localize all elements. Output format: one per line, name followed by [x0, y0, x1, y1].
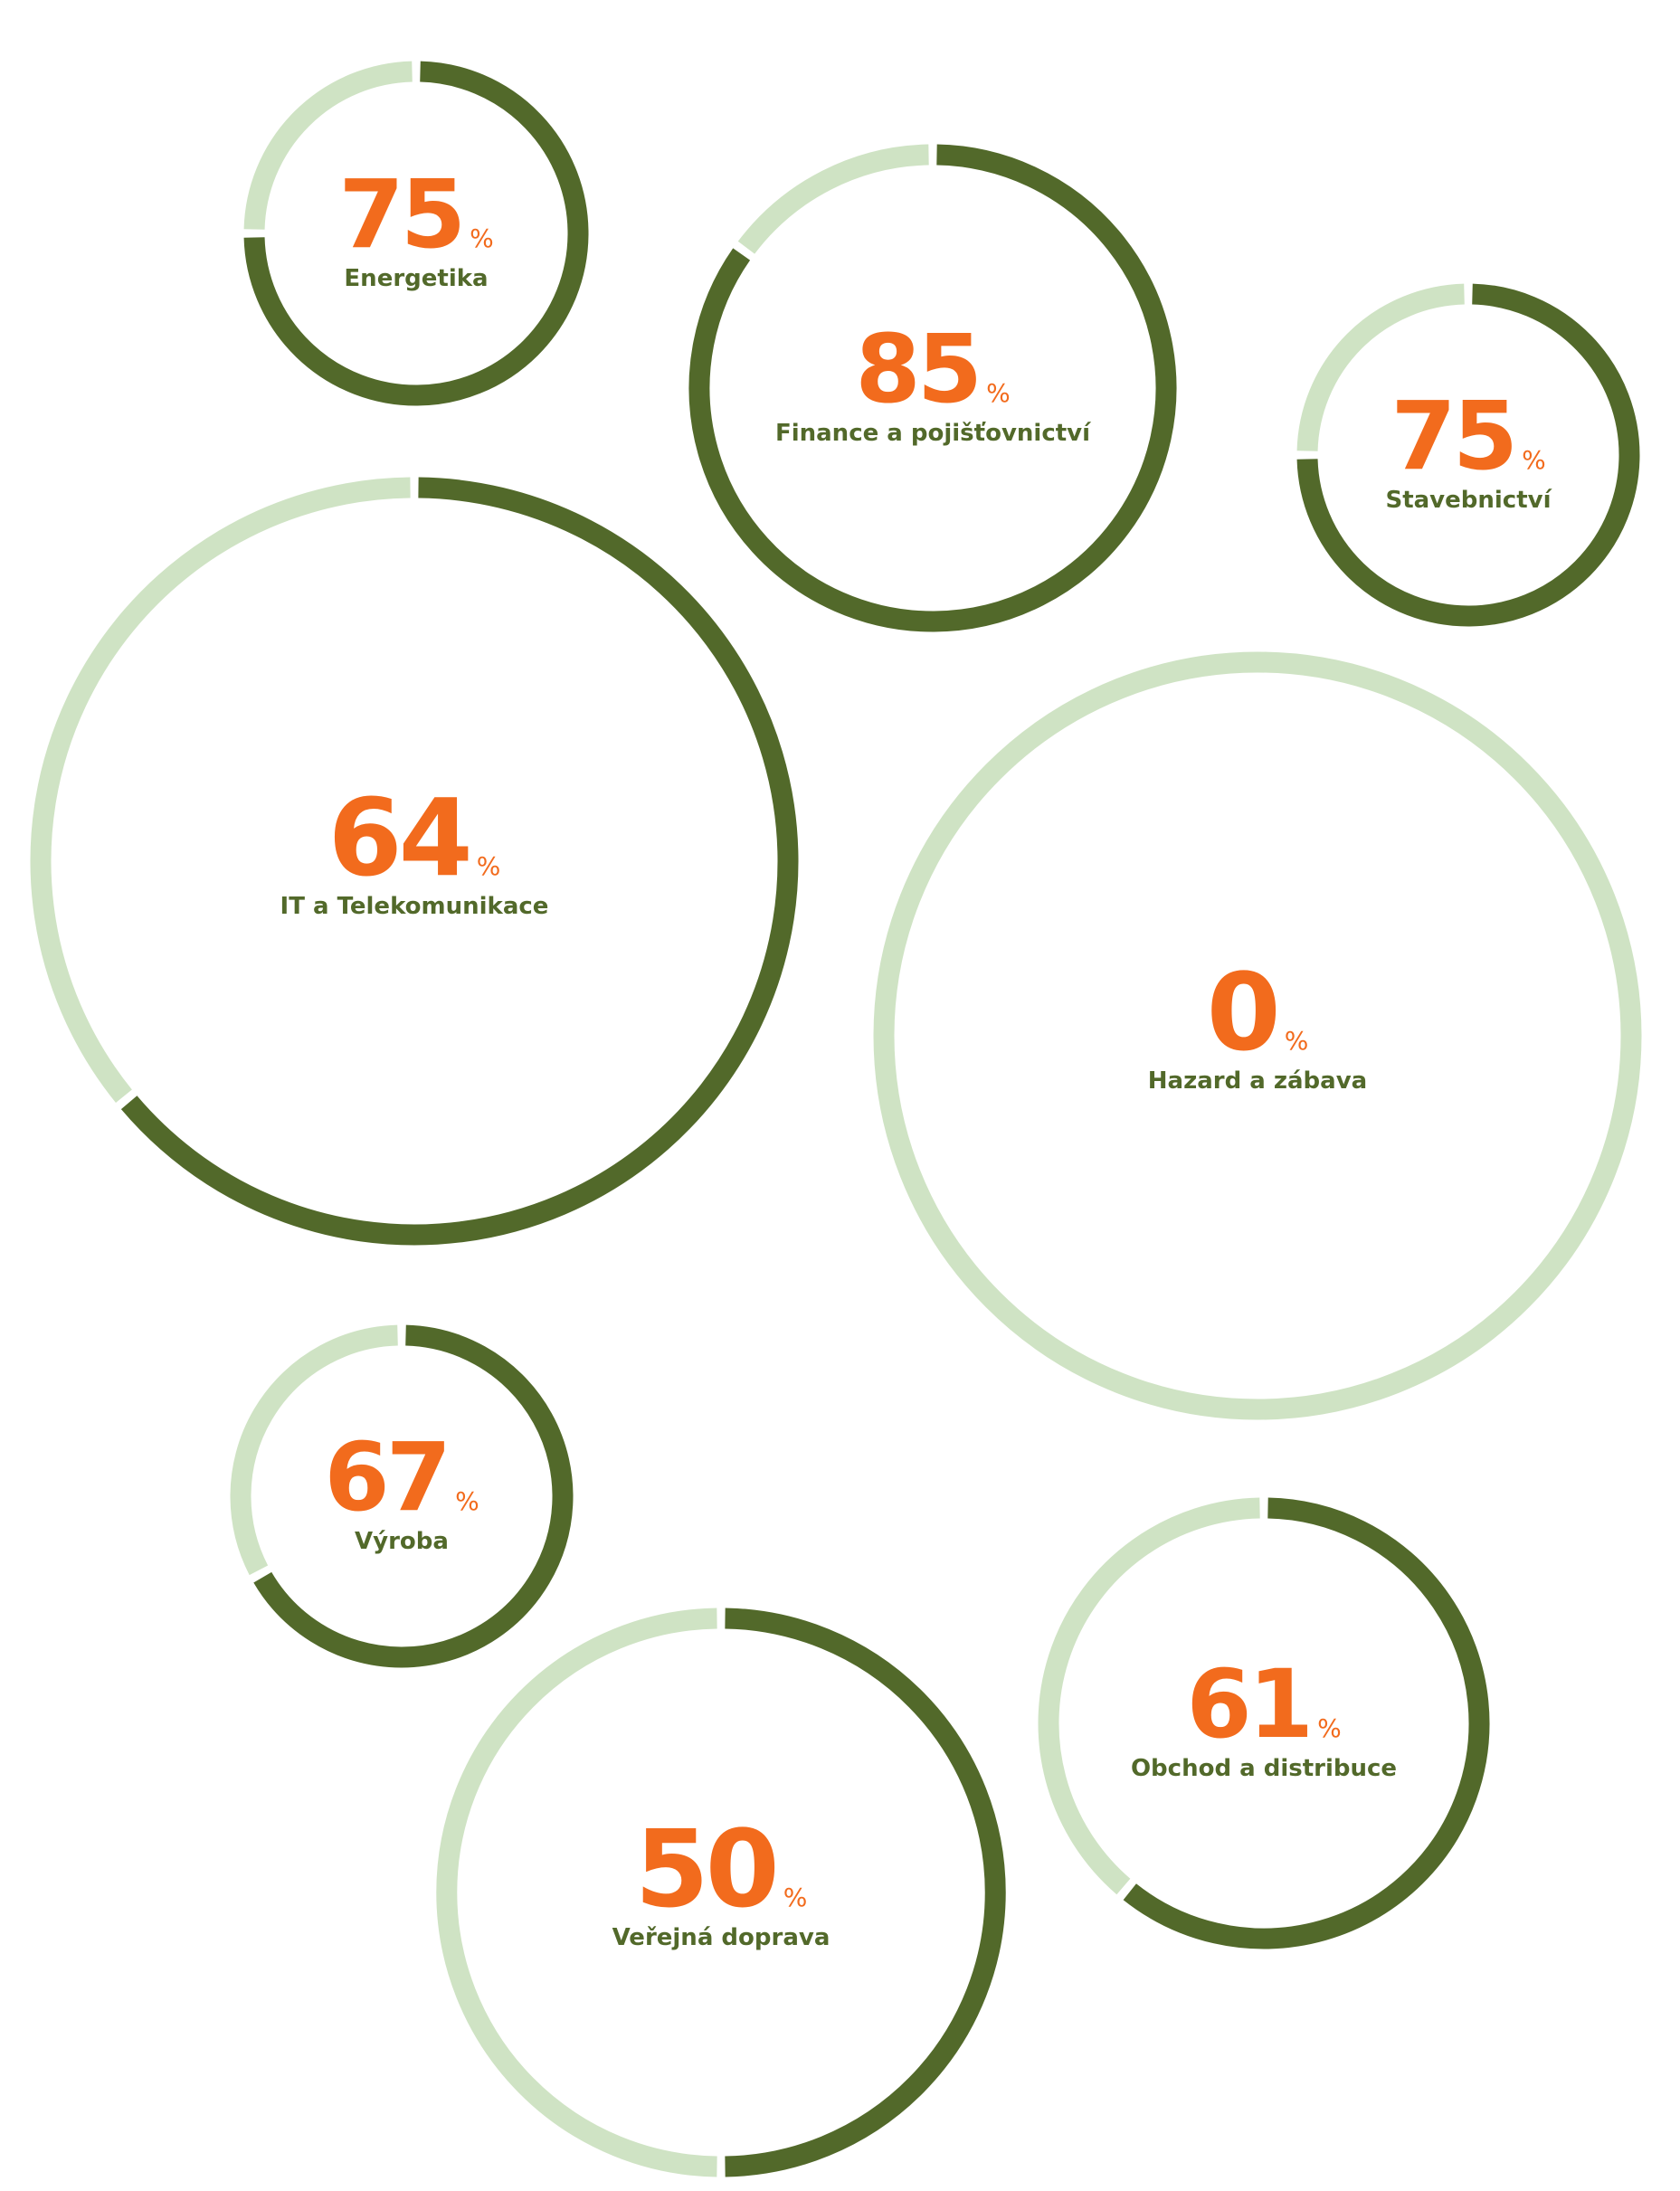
- value-unit: %: [1285, 1026, 1309, 1056]
- donut-value-label: 85%: [855, 314, 1010, 424]
- value-unit: %: [783, 1883, 808, 1912]
- donut-3: 64 %IT a Telekomunikace: [30, 477, 799, 1246]
- donut-category-label: Veřejná doprava: [612, 1924, 831, 1951]
- donut-0: 75 %Energetika: [243, 61, 589, 406]
- donut-2: 75 %Stavebnictví: [1296, 283, 1640, 627]
- donut-5: 67 %Výroba: [230, 1324, 574, 1668]
- donut-value-label: 50%: [635, 1807, 808, 1931]
- donut-category-label: Energetika: [344, 265, 488, 292]
- donut-value-label: 67%: [324, 1422, 479, 1532]
- value-unit: %: [477, 851, 501, 881]
- donut-category-label: IT a Telekomunikace: [280, 893, 549, 920]
- donut-value-label: 75%: [1391, 381, 1545, 491]
- value-unit: %: [455, 1486, 479, 1516]
- value-unit: %: [470, 223, 494, 253]
- donut-category-label: Stavebnictví: [1385, 487, 1552, 514]
- donut-value-arc: [243, 61, 589, 406]
- value-unit: %: [1522, 445, 1546, 475]
- donut-category-label: Výroba: [355, 1528, 449, 1555]
- value-number: 75: [1391, 381, 1514, 491]
- donut-value-arc: [253, 1324, 574, 1668]
- donut-value-label: 75%: [338, 159, 493, 270]
- donut-value-arc: [1123, 1497, 1490, 1949]
- donut-7: 61 %Obchod a distribuce: [1038, 1497, 1490, 1949]
- value-unit: %: [986, 378, 1011, 408]
- value-unit: %: [1317, 1713, 1342, 1743]
- value-number: 0: [1207, 950, 1277, 1075]
- donut-value-label: 64%: [328, 775, 501, 900]
- donut-remaining-arc: [1296, 283, 1465, 451]
- donut-4: 0 %Hazard a zábava: [873, 651, 1642, 1420]
- donut-1: 85 %Finance a pojišťovnictví: [688, 144, 1177, 632]
- donut-value-label: 0%: [1207, 950, 1309, 1075]
- donut-remaining-arc: [30, 477, 411, 1103]
- donut-value-arc: [688, 144, 1177, 632]
- donut-remaining-arc: [873, 651, 1642, 1420]
- value-number: 67: [324, 1422, 448, 1532]
- donut-remaining-arc: [1038, 1497, 1260, 1895]
- donut-remaining-arc: [436, 1608, 717, 2177]
- value-number: 75: [338, 159, 462, 270]
- value-number: 61: [1186, 1649, 1310, 1759]
- donut-remaining-arc: [230, 1324, 398, 1576]
- donut-remaining-arc: [737, 144, 929, 254]
- donut-category-label: Obchod a distribuce: [1131, 1755, 1397, 1782]
- donut-value-arc: [725, 1608, 1006, 2177]
- donut-6: 50 %Veřejná doprava: [436, 1608, 1006, 2177]
- donut-value-arc: [1296, 283, 1640, 627]
- donut-value-label: 61%: [1186, 1649, 1341, 1759]
- donut-value-arc: [120, 477, 799, 1246]
- value-number: 85: [855, 314, 979, 424]
- value-number: 50: [635, 1807, 776, 1931]
- value-number: 64: [328, 775, 470, 900]
- donut-category-label: Hazard a zábava: [1148, 1067, 1367, 1095]
- donut-remaining-arc: [243, 61, 413, 230]
- donut-category-label: Finance a pojišťovnictví: [775, 420, 1092, 447]
